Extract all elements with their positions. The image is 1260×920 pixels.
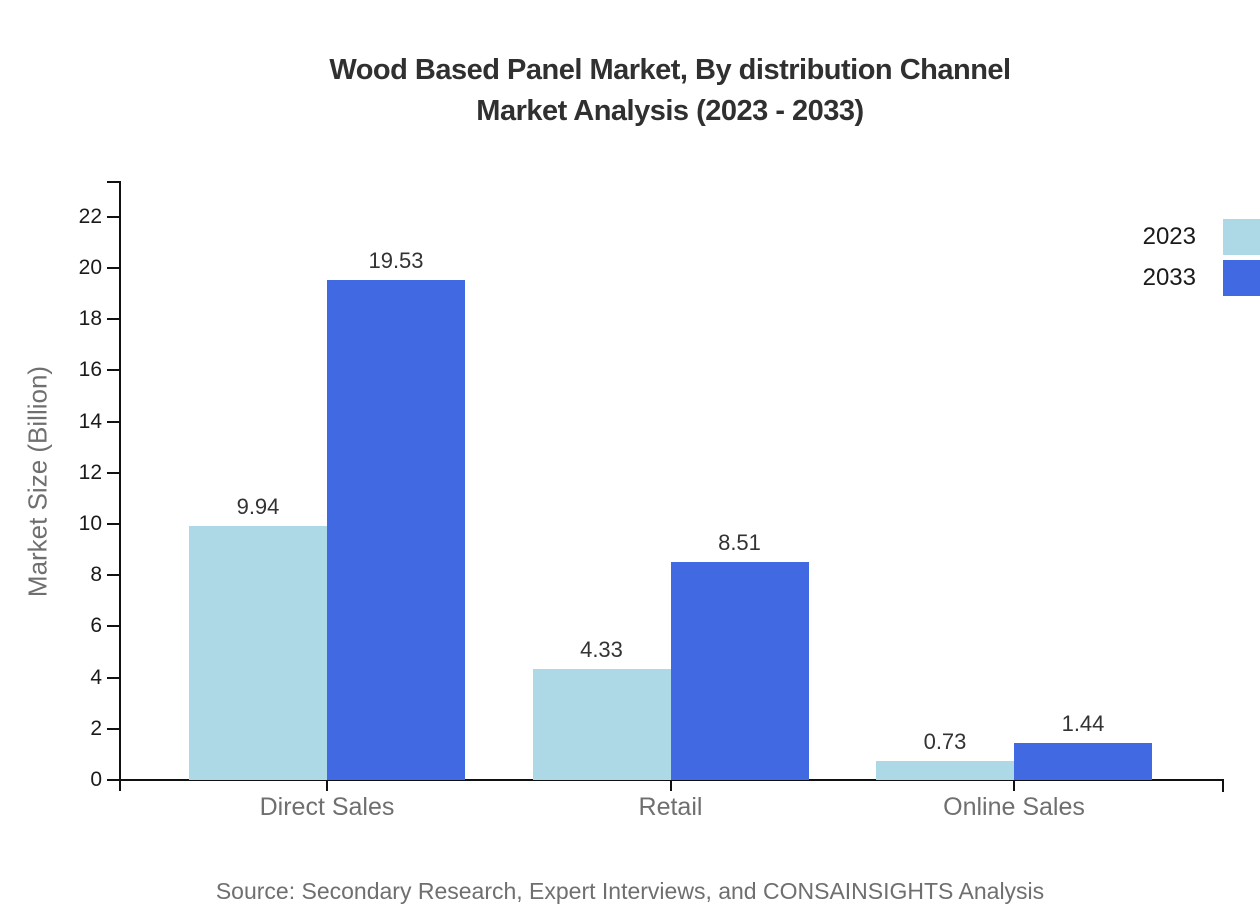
legend-swatch-2033 — [1223, 260, 1260, 296]
source-attribution: Source: Secondary Research, Expert Inter… — [215, 878, 1045, 904]
y-axis-line — [119, 181, 121, 791]
chart-title-line1: Wood Based Panel Market, By distribution… — [329, 54, 1011, 86]
y-tick — [107, 318, 119, 321]
y-tick — [107, 574, 119, 577]
chart-title: Wood Based Panel Market, By distribution… — [0, 50, 1260, 132]
x-axis-line — [119, 779, 1224, 781]
value-label-2023-direct-sales: 9.94 — [236, 493, 280, 519]
bar-2033-online-sales — [1014, 743, 1152, 780]
x-label-online-sales: Online Sales — [943, 793, 1085, 821]
y-tick — [107, 420, 119, 423]
value-label-2033-direct-sales: 19.53 — [368, 248, 424, 274]
value-label-2033-online-sales: 1.44 — [1061, 711, 1105, 737]
y-tick — [107, 625, 119, 628]
y-tick — [107, 779, 119, 781]
y-tick-label: 10 — [78, 512, 102, 535]
x-tick-retail — [669, 780, 672, 791]
bar-2033-direct-sales — [327, 280, 465, 780]
bar-2023-direct-sales — [189, 525, 327, 780]
bar-2023-online-sales — [876, 761, 1014, 780]
x-label-retail: Retail — [638, 793, 703, 821]
value-label-2033-retail: 8.51 — [718, 530, 761, 556]
bar-2023-retail — [532, 669, 671, 780]
y-tick — [107, 471, 119, 474]
y-tick-label: 20 — [78, 256, 102, 279]
y-tick-label: 14 — [78, 409, 102, 433]
y-tick — [107, 267, 119, 269]
x-axis-end-cap — [1222, 779, 1224, 792]
legend-swatch-2023 — [1223, 219, 1260, 255]
y-tick-label: 8 — [90, 563, 102, 587]
y-tick-label: 22 — [78, 204, 102, 228]
x-label-direct-sales: Direct Sales — [259, 793, 395, 821]
y-tick — [107, 727, 119, 730]
y-axis-end-cap — [107, 181, 120, 183]
x-tick-online-sales — [1013, 780, 1015, 791]
legend-label-2033: 2033 — [1142, 264, 1196, 291]
y-tick — [107, 369, 119, 372]
y-tick-label: 0 — [90, 768, 102, 791]
legend-label-2023: 2023 — [1142, 223, 1196, 250]
y-tick-label: 4 — [90, 665, 102, 689]
y-tick-label: 12 — [78, 460, 102, 484]
value-label-2023-online-sales: 0.73 — [923, 729, 967, 755]
bar-2033-retail — [670, 562, 809, 780]
y-tick-label: 16 — [78, 358, 102, 382]
y-tick-label: 6 — [90, 614, 102, 638]
y-tick — [107, 523, 119, 525]
y-tick-label: 18 — [78, 307, 102, 331]
chart-title-line2: Market Analysis (2023 - 2033) — [476, 95, 864, 127]
y-tick — [107, 215, 119, 218]
y-tick — [107, 676, 119, 679]
x-tick-direct-sales — [326, 780, 328, 791]
y-tick-label: 2 — [90, 716, 102, 740]
value-label-2023-retail: 4.33 — [580, 637, 623, 663]
